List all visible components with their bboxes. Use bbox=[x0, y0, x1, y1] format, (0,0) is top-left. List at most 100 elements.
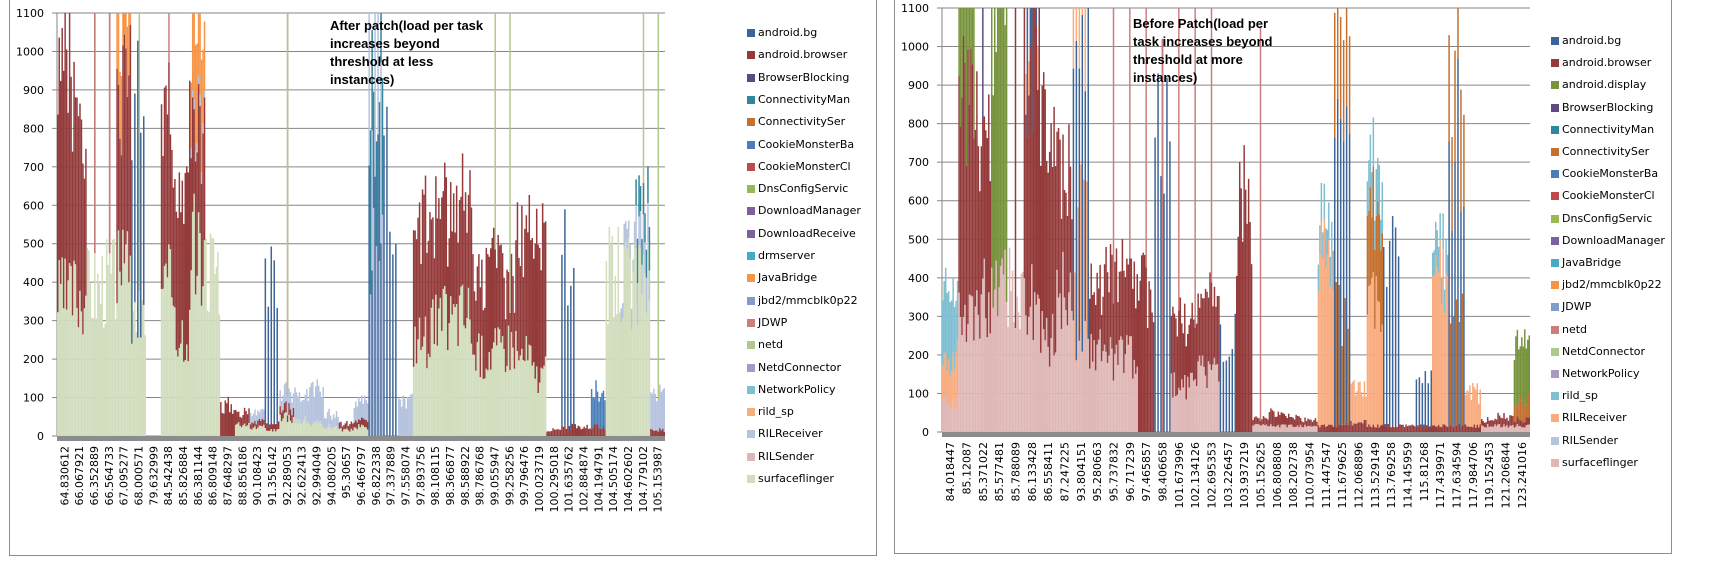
bar-android-display bbox=[1002, 8, 1005, 275]
x-tick-label: 92.994049 bbox=[311, 446, 324, 506]
bar-android-browser bbox=[283, 403, 286, 414]
legend-label: BrowserBlocking bbox=[758, 70, 850, 84]
bar-surfaceflinger bbox=[432, 299, 434, 436]
bar-surfaceflinger bbox=[1102, 351, 1104, 432]
bar-surfaceflinger bbox=[605, 261, 608, 436]
bar-rilreceiver bbox=[638, 216, 640, 246]
bar-android-browser bbox=[1286, 418, 1288, 428]
bar-surfaceflinger bbox=[1175, 396, 1177, 432]
bar-cookiemonsterba bbox=[601, 392, 603, 429]
legend-swatch bbox=[747, 73, 755, 82]
legend-label: surfaceflinger bbox=[758, 472, 834, 485]
legend-label: android.browser bbox=[1562, 56, 1652, 70]
bar-android-browser bbox=[1247, 178, 1250, 432]
bar-android-browser bbox=[362, 418, 364, 426]
bar-cookiemonsterba bbox=[599, 397, 602, 429]
bar-android-browser bbox=[246, 414, 249, 426]
bar-android-browser bbox=[1109, 244, 1112, 338]
bar-android-bg bbox=[1225, 360, 1228, 432]
bar-surfaceflinger bbox=[544, 356, 547, 436]
bar-surfaceflinger bbox=[608, 226, 611, 436]
bar-android-bg bbox=[368, 165, 370, 436]
bar-surfaceflinger bbox=[1501, 426, 1504, 432]
bar-rild-sp bbox=[1320, 182, 1323, 222]
bar-android-browser bbox=[433, 258, 436, 345]
bar-rilreceiver bbox=[363, 395, 366, 420]
bar-rilreceiver bbox=[659, 384, 661, 429]
bar-surfaceflinger bbox=[525, 335, 528, 436]
x-tick-label: 64.830612 bbox=[58, 446, 71, 506]
bar-android-browser bbox=[234, 409, 237, 425]
bar-surfaceflinger bbox=[169, 249, 172, 436]
bar-android-browser bbox=[1408, 425, 1410, 432]
bar-rilreceiver bbox=[1378, 302, 1381, 428]
bar-rilreceiver bbox=[322, 386, 324, 428]
bar-android-browser bbox=[186, 166, 188, 345]
bar-rilreceiver bbox=[1083, 179, 1085, 320]
bar-android-display bbox=[973, 8, 975, 139]
bar-android-browser bbox=[1091, 294, 1094, 362]
bar-android-bg bbox=[1084, 91, 1087, 322]
x-tick-label: 101.673996 bbox=[1173, 442, 1186, 508]
bar-surfaceflinger bbox=[71, 315, 74, 436]
bar-surfaceflinger bbox=[323, 428, 326, 436]
legend-swatch bbox=[747, 363, 755, 372]
legend-swatch bbox=[1551, 392, 1559, 401]
bar-surfaceflinger bbox=[610, 244, 612, 436]
bar-surfaceflinger bbox=[1007, 327, 1009, 432]
bar-android-bg bbox=[1234, 313, 1236, 432]
bar-rilreceiver bbox=[335, 411, 338, 427]
bar-surfaceflinger bbox=[1513, 427, 1516, 432]
bar-surfaceflinger bbox=[335, 426, 338, 436]
bar-surfaceflinger bbox=[280, 421, 283, 436]
bar-surfaceflinger bbox=[950, 409, 953, 432]
bar-surfaceflinger bbox=[194, 294, 197, 436]
bar-surfaceflinger bbox=[91, 317, 93, 436]
bar-android-browser bbox=[541, 203, 544, 369]
bar-surfaceflinger bbox=[252, 427, 255, 436]
bar-android-browser bbox=[1194, 327, 1196, 380]
bar-surfaceflinger bbox=[111, 239, 114, 436]
bar-android-browser bbox=[478, 254, 480, 334]
bar-android-bg bbox=[1081, 14, 1084, 352]
bar-surfaceflinger bbox=[942, 399, 944, 432]
bar-surfaceflinger bbox=[1081, 351, 1084, 432]
bar-rilreceiver bbox=[286, 395, 289, 416]
bar-android-display bbox=[992, 95, 994, 308]
bar-rild-sp bbox=[1439, 213, 1441, 239]
bar-surfaceflinger bbox=[331, 428, 333, 436]
bar-netd bbox=[1178, 8, 1180, 311]
bar-android-browser bbox=[1433, 425, 1435, 432]
bar-android-browser bbox=[1331, 424, 1333, 432]
bar-android-browser bbox=[1201, 298, 1204, 356]
bar-surfaceflinger bbox=[1515, 426, 1517, 432]
bar-android-browser bbox=[1377, 424, 1379, 432]
bar-surfaceflinger bbox=[355, 427, 357, 436]
bar-android-browser bbox=[1057, 127, 1060, 298]
bar-surfaceflinger bbox=[1050, 338, 1052, 432]
bar-android-browser bbox=[1360, 422, 1363, 432]
bar-surfaceflinger bbox=[347, 430, 350, 436]
bar-surfaceflinger bbox=[1093, 340, 1095, 432]
x-tick-label: 66.564733 bbox=[103, 446, 116, 506]
bar-android-browser bbox=[1409, 425, 1412, 432]
before-patch-legend: android.bg android.browser android.display… bbox=[1551, 34, 1681, 504]
bar-android-browser bbox=[221, 413, 224, 436]
bar-netdconnector bbox=[286, 13, 289, 396]
bar-android-browser bbox=[1432, 425, 1434, 432]
bar-surfaceflinger bbox=[319, 421, 321, 436]
bar-android-browser bbox=[1400, 424, 1403, 432]
bar-surfaceflinger bbox=[479, 377, 482, 436]
bar-rilreceiver bbox=[633, 221, 636, 244]
bar-netdconnector bbox=[1527, 339, 1529, 394]
legend-swatch bbox=[1551, 59, 1559, 68]
bar-surfaceflinger bbox=[255, 429, 258, 436]
bar-surfaceflinger bbox=[611, 235, 614, 436]
legend-label: DnsConfigServic bbox=[758, 182, 849, 196]
bar-android-display bbox=[993, 8, 996, 290]
bar-android-browser bbox=[1396, 427, 1398, 432]
bar-android-browser bbox=[564, 425, 566, 436]
bar-surfaceflinger bbox=[1200, 365, 1202, 432]
bar-android-browser bbox=[1290, 416, 1293, 425]
bar-rilreceiver bbox=[1479, 389, 1481, 425]
